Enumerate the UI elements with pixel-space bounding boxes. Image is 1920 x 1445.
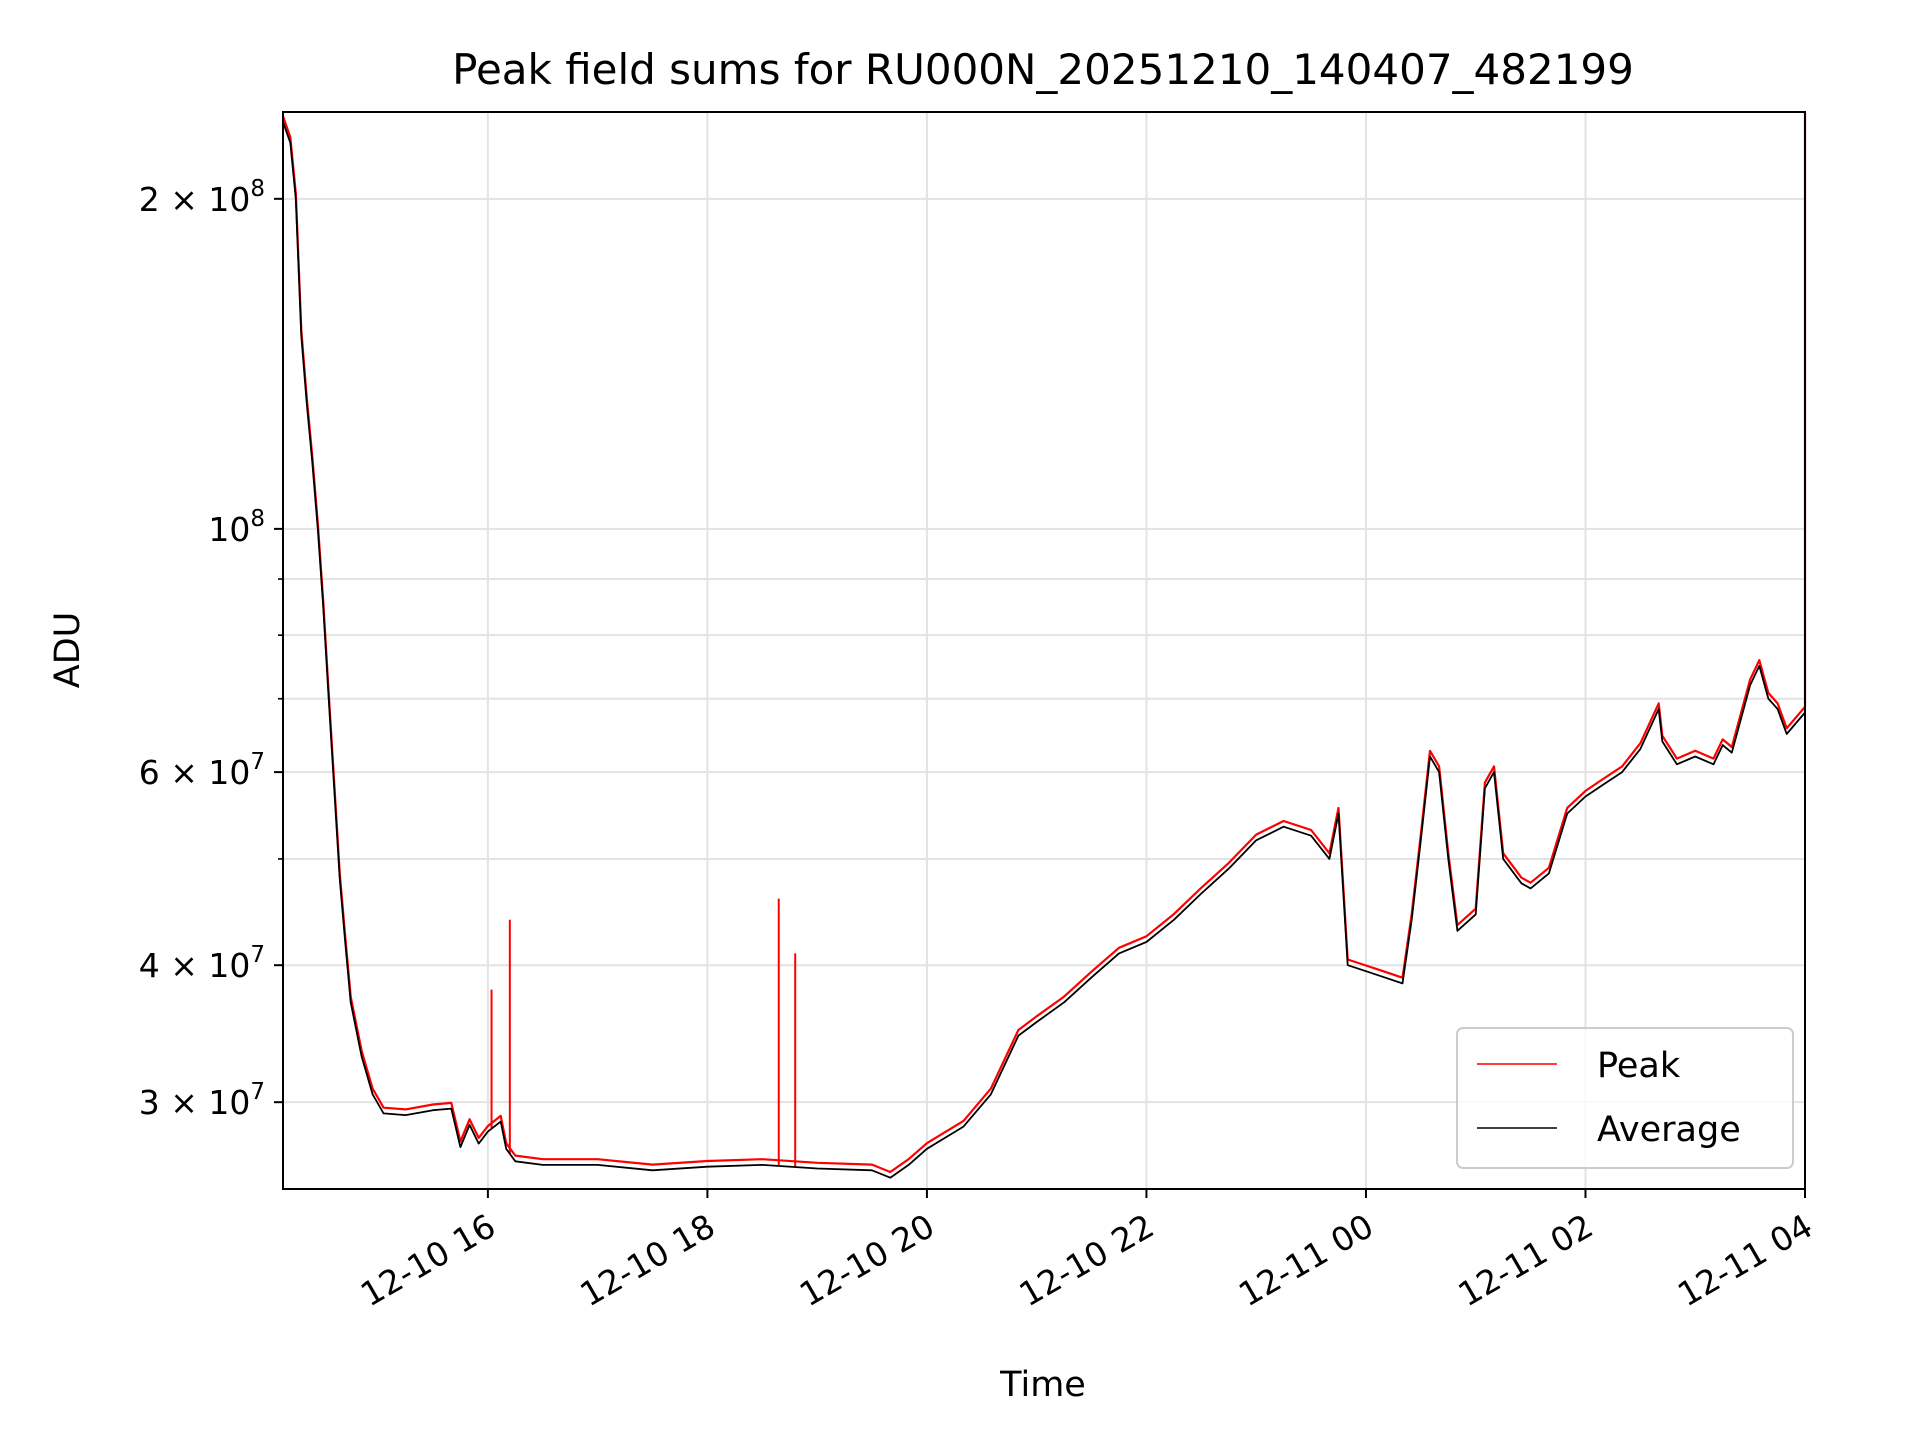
y-tick-label: 3 × 107	[139, 1079, 265, 1122]
y-axis: 3 × 107 4 × 107 6 × 107 108 2 × 108	[139, 176, 283, 1122]
legend-peak-label: Peak	[1597, 1046, 1681, 1086]
plot-series	[281, 112, 1807, 1179]
plot-frame	[282, 111, 1806, 1190]
x-tick-label: 12-10 22	[1012, 1206, 1160, 1314]
x-tick-label: 12-11 02	[1451, 1206, 1599, 1314]
y-tick-label: 2 × 108	[139, 176, 265, 219]
y-axis-label: ADU	[48, 612, 88, 689]
chart-title: Peak field sums for RU000N_20251210_1404…	[452, 45, 1634, 94]
legend-box	[1456, 1027, 1794, 1169]
x-tick-label: 12-10 16	[354, 1206, 502, 1314]
average-series-line	[282, 118, 1806, 1179]
peak-series-line	[281, 112, 1807, 1174]
x-tick-label: 12-10 20	[793, 1206, 941, 1314]
legend: Peak Average	[1456, 1027, 1794, 1169]
x-axis-label: Time	[999, 1365, 1086, 1405]
x-tick-label: 12-11 00	[1232, 1206, 1380, 1314]
y-tick-label: 4 × 107	[139, 942, 265, 985]
y-tick-label: 108	[208, 506, 265, 549]
x-tick-label: 12-11 04	[1671, 1206, 1819, 1314]
legend-average-label: Average	[1597, 1110, 1741, 1150]
x-axis: 12-10 16 12-10 18 12-10 20 12-10 22 12-11 00…	[354, 1189, 1819, 1314]
grid-lines	[283, 112, 1806, 1189]
x-tick-label: 12-10 18	[573, 1206, 721, 1314]
y-tick-label: 6 × 107	[139, 749, 265, 792]
